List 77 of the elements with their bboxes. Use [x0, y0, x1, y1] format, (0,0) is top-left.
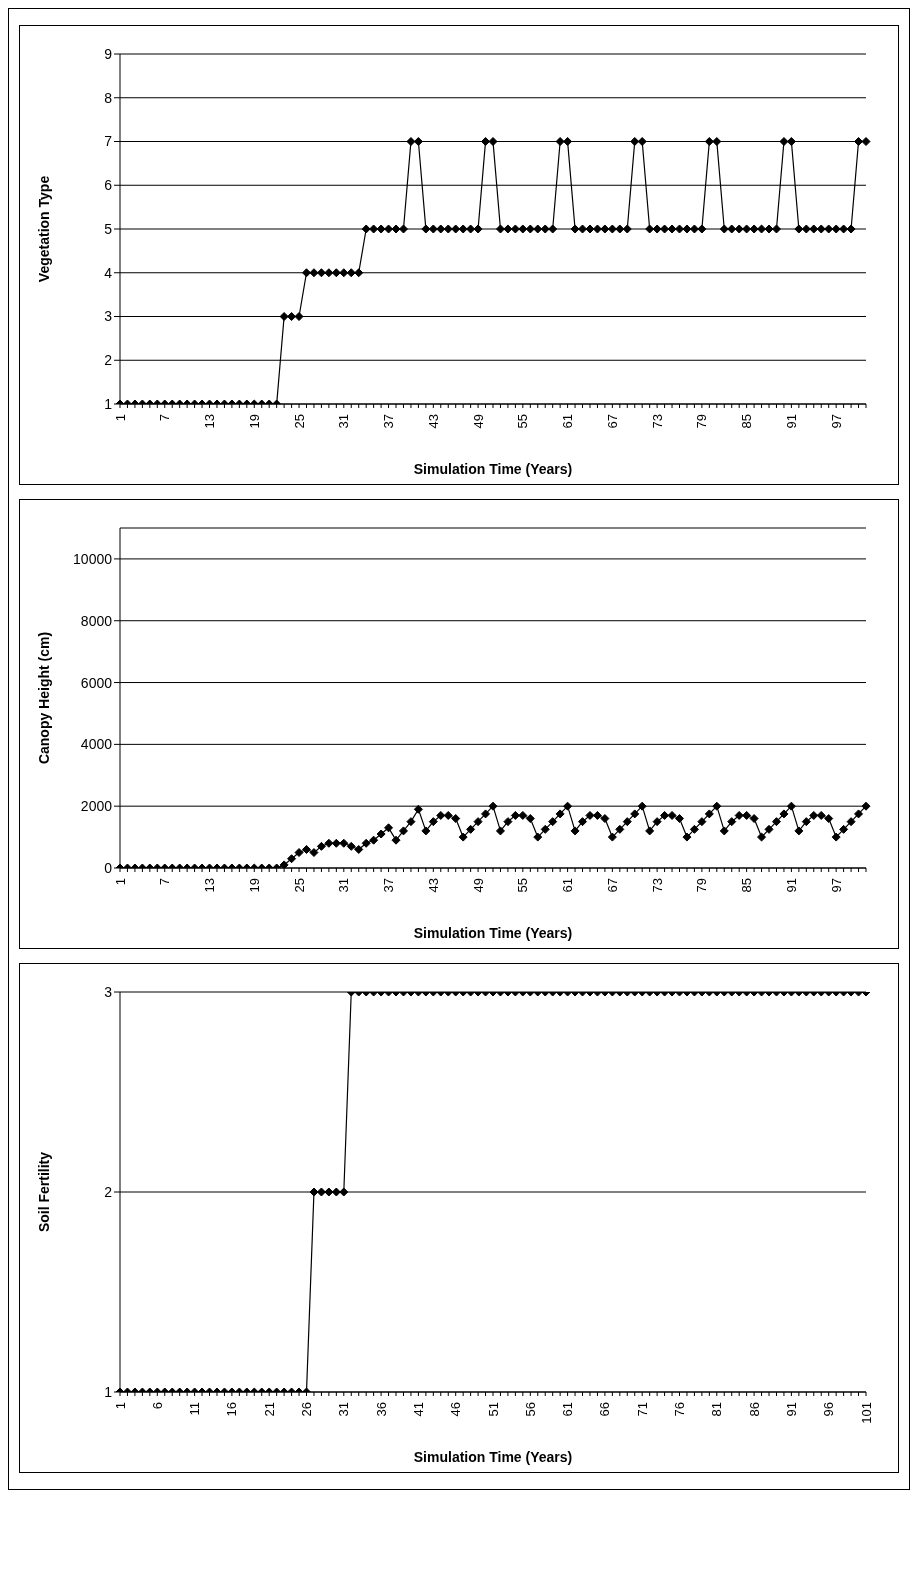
x-tick-label: 85 — [739, 878, 755, 893]
x-tick-label: 41 — [410, 1402, 426, 1417]
y-tick-label: 8 — [104, 89, 113, 106]
x-tick-label: 56 — [522, 1402, 538, 1417]
y-tick-label: 6000 — [80, 674, 113, 691]
x-tick-label: 19 — [246, 414, 262, 429]
x-tick-label: 1 — [112, 878, 128, 886]
x-axis-title: Simulation Time (Years) — [413, 461, 573, 477]
y-tick-label: 2 — [104, 352, 113, 369]
x-tick-label: 71 — [634, 1402, 650, 1417]
x-axis-title: Simulation Time (Years) — [413, 1449, 573, 1465]
x-tick-label: 43 — [425, 414, 441, 429]
x-tick-label: 25 — [291, 414, 307, 429]
y-axis-title: Soil Fertility — [35, 1151, 52, 1233]
x-tick-label: 55 — [515, 414, 531, 429]
x-tick-label: 86 — [746, 1402, 762, 1417]
x-tick-label: 96 — [821, 1402, 837, 1417]
x-tick-label: 101 — [858, 1402, 874, 1424]
x-tick-label: 61 — [560, 878, 576, 893]
y-tick-label: 7 — [104, 133, 113, 150]
x-tick-label: 81 — [709, 1402, 725, 1417]
x-tick-label: 7 — [157, 878, 173, 886]
x-tick-label: 26 — [299, 1402, 314, 1417]
y-tick-label: 4 — [104, 264, 113, 281]
x-tick-label: 79 — [694, 414, 710, 429]
x-tick-label: 49 — [470, 414, 486, 429]
x-tick-label: 25 — [291, 878, 307, 893]
x-tick-label: 91 — [783, 878, 799, 893]
x-tick-label: 11 — [187, 1402, 203, 1416]
x-tick-label: 37 — [381, 414, 397, 429]
x-tick-label: 13 — [202, 414, 218, 429]
y-tick-label: 8000 — [80, 612, 113, 629]
y-axis-title: Canopy Height (cm) — [35, 631, 52, 765]
x-tick-label: 67 — [604, 414, 620, 429]
x-tick-label: 16 — [224, 1402, 240, 1417]
x-tick-label: 55 — [515, 878, 531, 893]
x-tick-label: 49 — [470, 878, 486, 893]
x-tick-label: 1 — [112, 1402, 128, 1410]
x-tick-label: 79 — [694, 878, 710, 893]
y-tick-label: 3 — [104, 308, 113, 325]
x-tick-label: 21 — [261, 1402, 277, 1417]
y-tick-label: 2 — [104, 1183, 113, 1200]
y-tick-label: 9 — [104, 45, 113, 62]
x-tick-label: 66 — [597, 1402, 613, 1417]
x-tick-label: 76 — [672, 1402, 687, 1417]
y-tick-label: 0 — [104, 859, 113, 876]
x-tick-label: 67 — [604, 878, 620, 893]
x-tick-label: 73 — [649, 414, 665, 429]
x-tick-label: 61 — [560, 414, 576, 429]
y-tick-label: 2000 — [80, 798, 113, 815]
x-tick-label: 36 — [373, 1402, 389, 1417]
x-tick-label: 51 — [485, 1402, 501, 1417]
x-tick-label: 7 — [157, 414, 173, 422]
x-tick-label: 31 — [336, 1402, 352, 1417]
x-tick-label: 19 — [246, 878, 262, 893]
x-tick-label: 13 — [202, 878, 218, 893]
x-tick-label: 73 — [649, 878, 665, 893]
y-tick-label: 6 — [104, 177, 113, 194]
x-tick-label: 97 — [828, 414, 844, 429]
x-tick-label: 31 — [336, 414, 352, 429]
x-tick-label: 37 — [381, 878, 397, 893]
y-tick-label: 4000 — [80, 736, 113, 753]
x-tick-label: 46 — [448, 1402, 464, 1417]
x-tick-label: 43 — [425, 878, 441, 893]
x-tick-label: 97 — [828, 878, 844, 893]
x-tick-label: 1 — [112, 414, 128, 422]
x-tick-label: 85 — [739, 414, 755, 429]
x-tick-label: 31 — [336, 878, 352, 893]
x-tick-label: 61 — [560, 1402, 576, 1417]
y-tick-label: 10000 — [73, 550, 113, 567]
x-tick-label: 91 — [783, 414, 799, 429]
y-axis-title: Vegetation Type — [35, 175, 52, 283]
y-tick-label: 5 — [104, 220, 113, 237]
x-axis-title: Simulation Time (Years) — [413, 925, 573, 941]
x-tick-label: 6 — [149, 1402, 165, 1410]
y-tick-label: 3 — [104, 983, 113, 1000]
x-tick-label: 91 — [783, 1402, 799, 1417]
